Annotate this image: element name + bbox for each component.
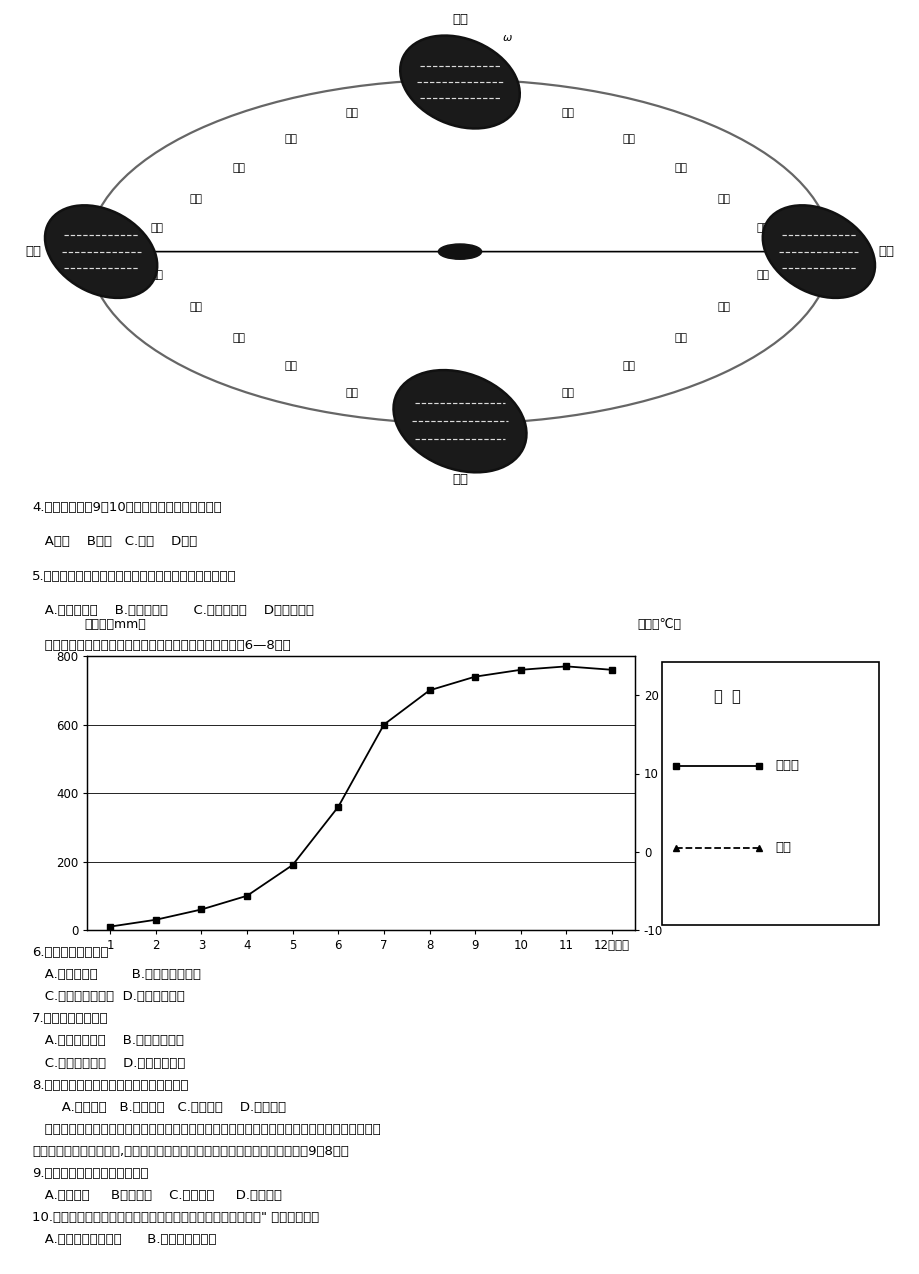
Text: 9.材料中描述的天气现象是由于: 9.材料中描述的天气现象是由于 [32,1167,148,1180]
Text: 夏至: 夏至 [26,245,42,259]
Text: 8.利用该地典型的农产品，可发展的工业是: 8.利用该地典型的农产品，可发展的工业是 [32,1079,188,1092]
Ellipse shape [762,205,874,298]
Text: A.增强了大气逆辐剡      B.减少了地面辐射: A.增强了大气逆辐剡 B.减少了地面辐射 [32,1233,216,1246]
Text: A.全年温和湿润    B.冬季温和多雨: A.全年温和湿润 B.冬季温和多雨 [32,1034,184,1047]
Text: 小寒: 小寒 [755,223,768,233]
Text: A.暖锋过境     B冷锋过境    C.高爪影响     D.低压影响: A.暖锋过境 B冷锋过境 C.高爪影响 D.低压影响 [32,1189,281,1201]
Text: 芒种: 芒种 [151,223,164,233]
Text: 清明: 清明 [285,134,298,144]
Text: 白露: 白露 [345,387,358,397]
Text: 秋分: 秋分 [451,473,468,485]
Text: 气温（℃）: 气温（℃） [637,618,681,632]
Text: 4.我国教师节（9月10日）期间，最接近的节气足: 4.我国教师节（9月10日）期间，最接近的节气足 [32,501,221,513]
Text: 小暑: 小暑 [151,270,164,280]
Text: 小满: 小满 [189,194,202,204]
Text: 气温: 气温 [774,841,790,855]
Text: 立春: 立春 [674,163,686,173]
Text: 5.下面的时间段小，太阳直射点在北半球且向南移动的是: 5.下面的时间段小，太阳直射点在北半球且向南移动的是 [32,569,236,582]
Text: 霜。然放火上作作燅（燅,无焎的微火），少得烟气，则免于霜矣。据此，完戀9、8题。: 霜。然放火上作作燅（燅,无焎的微火），少得烟气，则免于霜矣。据此，完戀9、8题。 [32,1145,348,1158]
Text: 立秋: 立秋 [233,333,245,343]
Ellipse shape [393,371,526,473]
Text: ω: ω [442,387,451,397]
Text: 降水量（mm）: 降水量（mm） [85,618,146,632]
Text: 大雪: 大雪 [561,387,574,397]
Text: A.地中海气候        B.亚热带季风气候: A.地中海气候 B.亚热带季风气候 [32,968,200,981]
Text: 处暑: 处暑 [285,362,298,371]
Ellipse shape [438,245,482,260]
Text: 惊蛰: 惊蛰 [621,134,634,144]
Text: 冬至: 冬至 [877,245,893,259]
Text: A.春分一清叫    B.小暑一大暑      C.霜降一立冬    D大雪一小寒: A.春分一清叫 B.小暑一大暑 C.霜降一立冬 D大雪一小寒 [32,604,313,618]
Text: 寒露: 寒露 [755,270,768,280]
Text: 小雪: 小雪 [621,362,634,371]
Text: 读某地陆求量逢月累计曲线和月均气温变化曲线圈，完戀6—8题。: 读某地陆求量逢月累计曲线和月均气温变化曲线圈，完戀6—8题。 [32,638,290,652]
Text: C.夏季高温多雨    D.全年高温多雨: C.夏季高温多雨 D.全年高温多雨 [32,1056,185,1069]
Text: 《齐民要术》中有这样一段描述：凡五果，花盛时遇霜，则无子。天雨新晴，北风寒彻，是夜曲: 《齐民要术》中有这样一段描述：凡五果，花盛时遇霜，则无子。天雨新晴，北风寒彻，是… [32,1122,380,1135]
Ellipse shape [45,205,157,298]
Text: 立冬: 立冬 [674,333,686,343]
Text: A.柑橘罐头   B.咊啊加工   C.大可榨油    D.茶叶加工: A.柑橘罐头 B.咊啊加工 C.大可榨油 D.茶叶加工 [32,1101,286,1113]
Text: 雨水: 雨水 [561,108,574,118]
Text: 6.该地的气候类型是: 6.该地的气候类型是 [32,947,108,959]
Text: 大暑: 大暑 [189,302,202,312]
Ellipse shape [400,36,519,129]
Text: ω: ω [863,270,872,280]
Text: ω: ω [503,33,512,43]
Text: 谷雨: 谷雨 [345,108,358,118]
Text: 图  例: 图 例 [713,689,740,705]
Text: 立夏: 立夏 [233,163,245,173]
Text: 大寒: 大寒 [717,194,730,204]
Text: 10.放火上作作燅（燅，无焎的微火），少得烟气，则免于霜矣" 其主要原因是: 10.放火上作作燅（燅，无焎的微火），少得烟气，则免于霜矣" 其主要原因是 [32,1212,319,1224]
Text: C.温带海洋件气候  D.温带季风气候: C.温带海洋件气候 D.温带季风气候 [32,990,185,1004]
Text: 霜降: 霜降 [717,302,730,312]
Text: 降水量: 降水量 [774,759,798,772]
Text: 7.该地的气候特点是: 7.该地的气候特点是 [32,1013,108,1026]
Text: A立秋    B白露   C.寒露    D小雪: A立秋 B白露 C.寒露 D小雪 [32,535,197,548]
Text: 春分: 春分 [451,14,468,27]
